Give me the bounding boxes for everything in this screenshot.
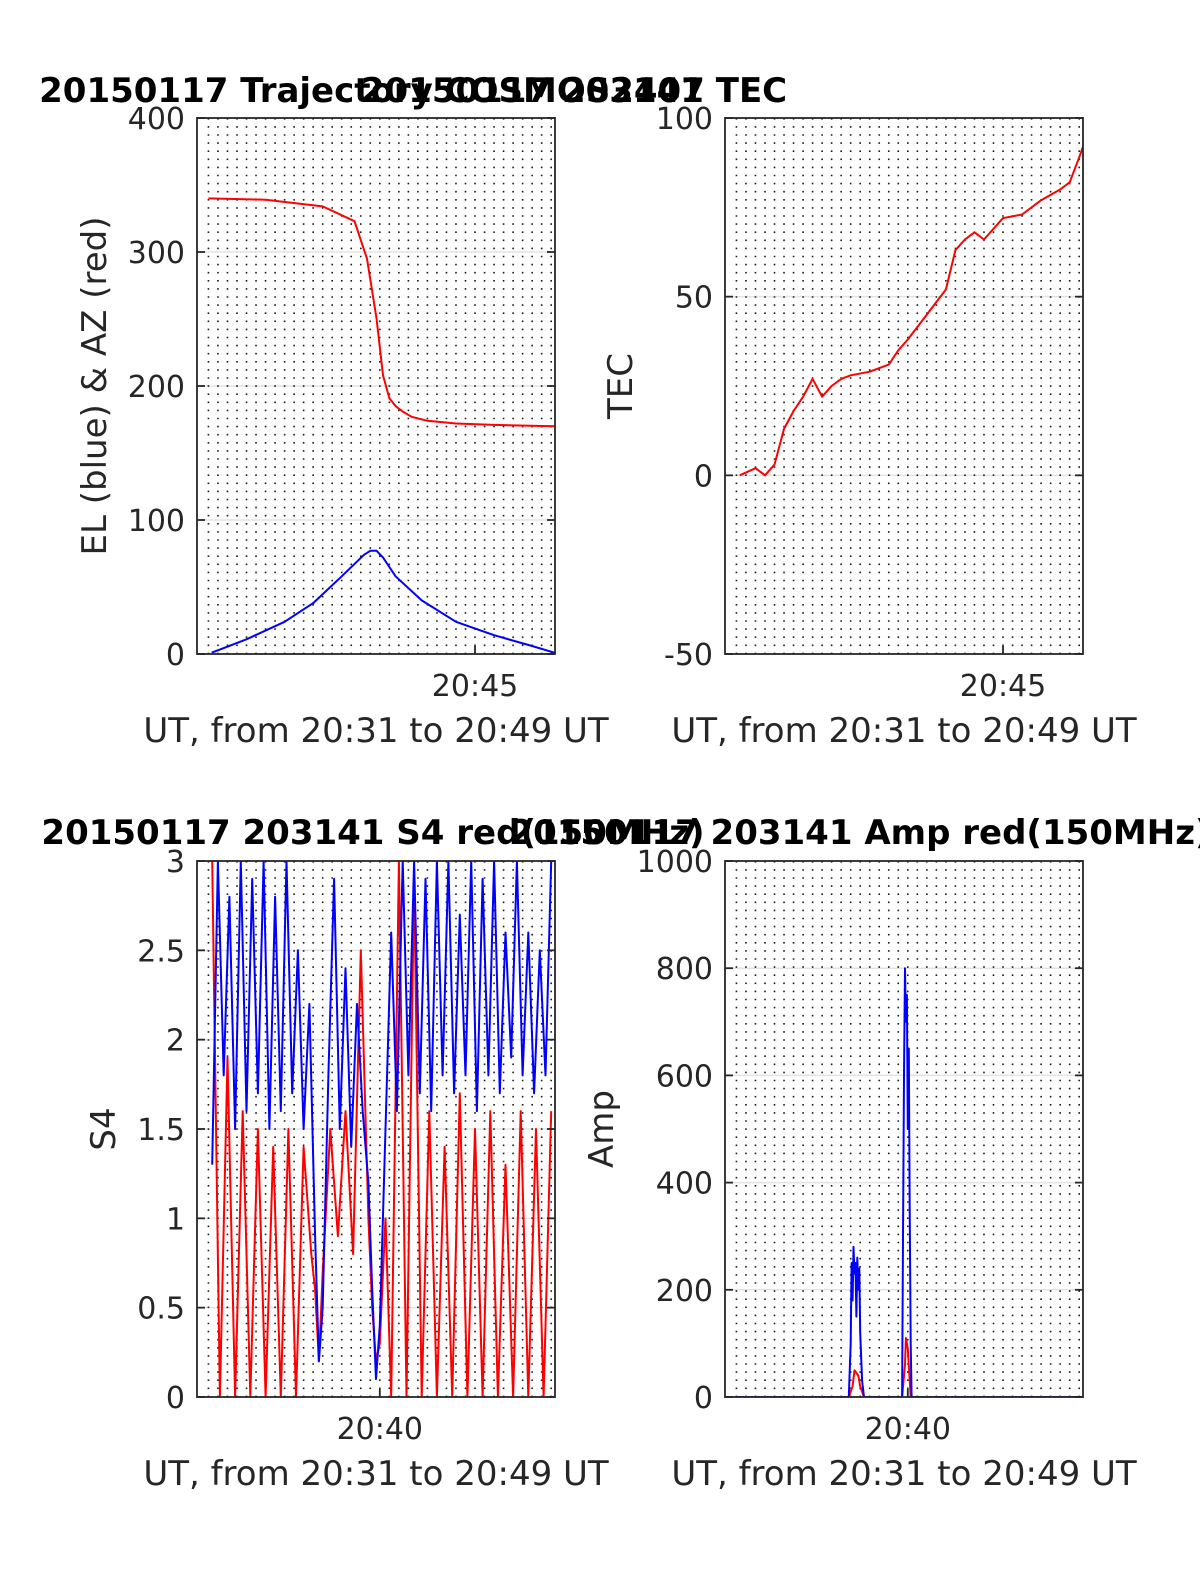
chart-title: 20150117 203141 Amp red(150MHz) (509, 813, 1200, 853)
y-tick-label: 100 (656, 102, 713, 137)
y-axis-label: EL (blue) & AZ (red) (75, 216, 115, 555)
y-axis-label: S4 (84, 1107, 124, 1150)
series-line-2 (208, 197, 555, 428)
y-tick-label: 2 (166, 1024, 185, 1059)
y-tick-label: -50 (664, 638, 713, 673)
y-tick-label: 600 (656, 1059, 713, 1094)
y-tick-label: 0 (694, 1381, 713, 1416)
chart-title: 20150117 203141 TEC (361, 71, 787, 111)
x-tick-label: 20:45 (432, 669, 518, 704)
y-tick-label: 400 (128, 102, 185, 137)
y-tick-label: 1 (166, 1202, 185, 1237)
x-tick-label: 20:40 (337, 1412, 423, 1447)
y-tick-label: 0.5 (137, 1292, 185, 1327)
chart-panel-2: -50 0 50 100 20:45 UT, from 20:31 to 20:49 UT… (361, 71, 1137, 751)
y-tick-label: 0 (166, 638, 185, 673)
chart-panel-3: 0 0.5 1 1.5 2 2.5 3 20:40 UT, from 20:31 to 20:4… (41, 813, 704, 1494)
x-tick-label: 20:45 (960, 669, 1046, 704)
series-line-2 (736, 967, 1083, 1397)
y-tick-label: 1.5 (137, 1113, 185, 1148)
chart-title: 20150117 Trajectory COSMOS2407 (39, 71, 705, 111)
chart-panel-4: 0 200 400 600 800 1000 20:40 UT, from 20:31 to … (509, 813, 1200, 1494)
series-line-1 (211, 549, 555, 654)
y-tick-label: 800 (656, 952, 713, 987)
y-tick-label: 1000 (637, 845, 713, 880)
chart-panel-1: 0 100 200 300 400 20:45 UT, from 20:31 to 20:4… (39, 71, 705, 751)
series-line-1 (736, 1337, 1083, 1397)
y-tick-label: 3 (166, 845, 185, 880)
y-tick-label: 400 (656, 1167, 713, 1202)
x-tick-label: 20:40 (865, 1412, 951, 1447)
x-axis-label: UT, from 20:31 to 20:49 UT (671, 711, 1137, 751)
y-axis-label: TEC (601, 353, 641, 420)
y-tick-label: 300 (128, 236, 185, 271)
chart-title: 20150117 203141 S4 red(150MHz) (41, 813, 704, 853)
series-line-1 (739, 146, 1083, 477)
y-tick-label: 2.5 (137, 934, 185, 969)
series-line-2 (211, 861, 553, 1381)
y-tick-label: 0 (694, 459, 713, 494)
y-tick-label: 50 (675, 281, 713, 316)
x-axis-label: UT, from 20:31 to 20:49 UT (143, 1454, 609, 1494)
y-tick-label: 100 (128, 504, 185, 539)
axes-box (724, 860, 1084, 1398)
y-tick-label: 200 (128, 370, 185, 405)
y-tick-label: 0 (166, 1381, 185, 1416)
y-axis-label: Amp (582, 1090, 622, 1168)
axes-box (724, 117, 1084, 655)
x-axis-label: UT, from 20:31 to 20:49 UT (143, 711, 609, 751)
y-tick-label: 200 (656, 1274, 713, 1309)
x-axis-label: UT, from 20:31 to 20:49 UT (671, 1454, 1137, 1494)
